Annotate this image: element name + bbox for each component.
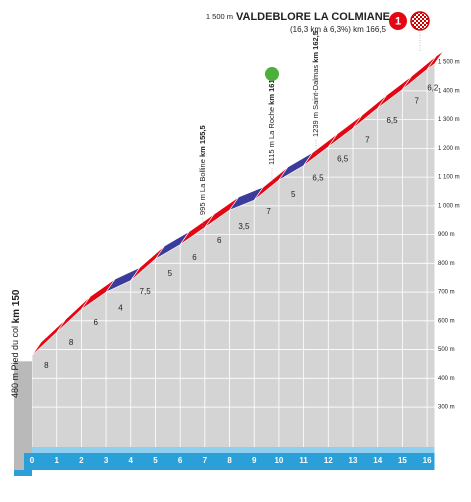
gradient-label: 4 — [118, 303, 123, 312]
x-tick-label: 4 — [129, 456, 134, 465]
gradient-label: 6,5 — [386, 116, 398, 125]
waypoint-name: 995 m La Bolline — [198, 159, 207, 215]
x-tick-label: 13 — [349, 456, 358, 465]
gradient-label: 3,5 — [238, 222, 250, 231]
profile-layer: 300 m 400 m 500 m 600 m 700 m 800 m 900 m 1 000… — [14, 31, 460, 476]
y-tick-label: 500 m — [438, 347, 455, 353]
x-tick-label: 11 — [299, 456, 308, 465]
x-tick-label: 7 — [203, 456, 208, 465]
x-tick-label: 3 — [104, 456, 109, 465]
gradient-label: 8 — [44, 361, 49, 370]
waypoint-name: 1239 m Saint-Dalmas — [311, 65, 320, 137]
chart-title: VALDEBLORE LA COLMIANE — [236, 11, 390, 23]
chart-subtitle: (16,3 km à 6,3%) km 166,5 — [290, 25, 387, 34]
y-tick-label: 1 300 m — [438, 117, 460, 123]
profile-area — [32, 63, 435, 448]
waypoint-label: 1115 m La Roche km 161 — [267, 79, 276, 165]
y-tick-label: 400 m — [438, 376, 455, 382]
y-tick-label: 600 m — [438, 318, 455, 324]
gradient-label: 7 — [415, 96, 420, 105]
gradient-label: 7 — [365, 135, 370, 144]
gradient-segment — [426, 50, 444, 70]
gradient-label: 6 — [94, 318, 99, 327]
y-tick-label: 1 500 m — [438, 60, 460, 66]
start-label: 480 m Pied du col km 150 — [10, 289, 21, 398]
sprint-icon — [265, 67, 279, 81]
gradient-label: 6 — [217, 236, 222, 245]
start-km: km 150 — [11, 289, 22, 323]
waypoint-label: 1239 m Saint-Dalmas km 162,5 — [311, 31, 320, 137]
axis-band-side — [14, 470, 32, 476]
category-badge — [389, 12, 407, 30]
gradient-label: 5 — [168, 269, 173, 278]
y-tick-label: 1 000 m — [438, 203, 460, 209]
y-tick-label: 700 m — [438, 290, 455, 296]
gradient-label: 5 — [291, 190, 296, 199]
axis-band-top — [32, 447, 435, 453]
y-tick-label: 300 m — [438, 405, 455, 411]
x-tick-label: 0 — [30, 456, 35, 465]
finish-icon — [410, 11, 430, 31]
gradient-label: 7,5 — [140, 287, 152, 296]
waypoint-km: km 162,5 — [311, 31, 320, 63]
x-tick-label: 5 — [153, 456, 158, 465]
gradient-label: 6,5 — [337, 155, 349, 164]
x-tick-label: 16 — [423, 456, 432, 465]
gradient-label: 6 — [192, 253, 197, 262]
waypoint-label: 995 m La Bolline km 155,5 — [198, 125, 207, 215]
gradient-label: 7 — [266, 207, 271, 216]
waypoint-km: km 161 — [267, 79, 276, 104]
category-label: 1 — [395, 15, 401, 27]
y-tick-label: 900 m — [438, 232, 455, 238]
gradient-label: 8 — [69, 338, 74, 347]
y-tick-label: 1 400 m — [438, 88, 460, 94]
y-tick-label: 1 200 m — [438, 146, 460, 152]
ground-side — [14, 361, 32, 470]
y-tick-label: 800 m — [438, 261, 455, 267]
x-tick-label: 1 — [54, 456, 59, 465]
x-tick-label: 10 — [274, 456, 283, 465]
axis-band — [24, 453, 435, 470]
summit-altitude: 1 500 m — [206, 12, 233, 21]
y-tick-label: 1 100 m — [438, 175, 460, 181]
waypoint-name: 1115 m La Roche — [267, 107, 276, 165]
x-tick-label: 15 — [398, 456, 407, 465]
waypoint-km: km 155,5 — [198, 125, 207, 157]
start-place: 480 m Pied du col — [10, 326, 20, 398]
x-tick-label: 9 — [252, 456, 257, 465]
x-tick-label: 6 — [178, 456, 183, 465]
x-tick-label: 2 — [79, 456, 84, 465]
x-tick-label: 12 — [324, 456, 333, 465]
x-tick-label: 14 — [373, 456, 382, 465]
gradient-label: 6,2 — [427, 84, 439, 93]
gradient-label: 6,5 — [312, 173, 324, 182]
x-tick-label: 8 — [227, 456, 232, 465]
